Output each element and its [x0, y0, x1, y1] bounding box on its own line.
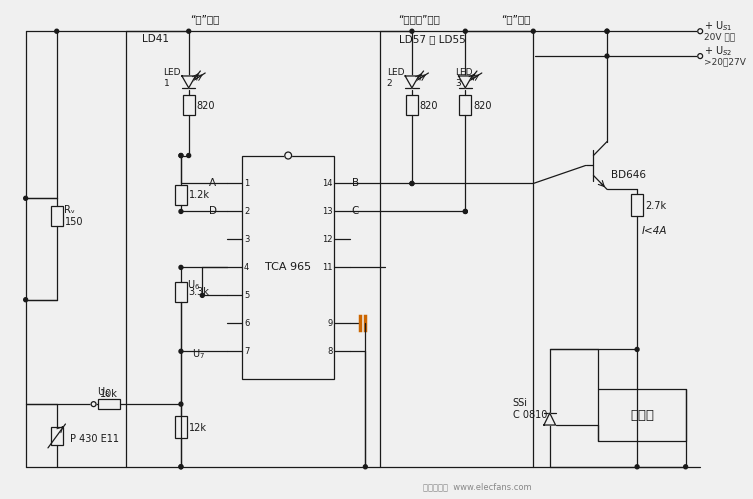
- Text: LED
2: LED 2: [387, 68, 404, 88]
- Text: C: C: [352, 207, 359, 217]
- Text: 12k: 12k: [189, 423, 207, 433]
- Text: 2.7k: 2.7k: [645, 201, 666, 211]
- Bar: [406, 95, 418, 115]
- Text: 10k: 10k: [100, 389, 118, 399]
- Circle shape: [605, 29, 609, 33]
- Text: 11: 11: [322, 263, 332, 272]
- Text: LED
3: LED 3: [456, 68, 473, 88]
- Text: 电子发发示  www.elecfans.com: 电子发发示 www.elecfans.com: [422, 482, 532, 491]
- Circle shape: [179, 349, 183, 353]
- Text: + U$_{S2}$: + U$_{S2}$: [704, 44, 733, 58]
- Text: D: D: [209, 207, 217, 217]
- Text: P 430 E11: P 430 E11: [70, 434, 119, 444]
- Text: U$_6$: U$_6$: [187, 278, 200, 292]
- Circle shape: [179, 265, 183, 269]
- Circle shape: [698, 29, 703, 34]
- Polygon shape: [182, 76, 196, 88]
- Polygon shape: [405, 76, 419, 88]
- Circle shape: [636, 347, 639, 351]
- Bar: [175, 185, 187, 205]
- Circle shape: [364, 465, 367, 469]
- Text: 820: 820: [197, 101, 215, 111]
- Text: 13: 13: [322, 207, 332, 216]
- Text: Rᵥ
150: Rᵥ 150: [65, 206, 83, 227]
- Bar: [175, 282, 187, 302]
- Text: 14: 14: [322, 179, 332, 188]
- Circle shape: [179, 154, 183, 158]
- Bar: [599, 389, 686, 441]
- Text: 820: 820: [473, 101, 492, 111]
- Text: 6: 6: [244, 319, 249, 328]
- Text: 7: 7: [244, 347, 249, 356]
- Text: “满”显示: “满”显示: [191, 14, 220, 24]
- Text: SSi
C 0810: SSi C 0810: [513, 398, 547, 420]
- Text: BD646: BD646: [611, 171, 646, 181]
- Text: 5: 5: [244, 291, 249, 300]
- Circle shape: [285, 152, 291, 159]
- Text: 12: 12: [322, 235, 332, 244]
- Text: >20～27V: >20～27V: [704, 57, 746, 66]
- Circle shape: [91, 402, 96, 407]
- Text: 9: 9: [327, 319, 332, 328]
- Bar: [242, 156, 334, 379]
- Circle shape: [187, 29, 191, 33]
- Circle shape: [179, 154, 183, 158]
- Text: U$_8$: U$_8$: [96, 385, 110, 399]
- Text: U$_7$: U$_7$: [192, 347, 206, 361]
- Circle shape: [179, 210, 183, 214]
- Text: 20V 常数: 20V 常数: [704, 33, 735, 42]
- Circle shape: [410, 182, 414, 186]
- Text: I<4A: I<4A: [642, 226, 667, 236]
- Bar: [99, 399, 120, 409]
- Polygon shape: [544, 413, 556, 425]
- Circle shape: [605, 54, 609, 58]
- Circle shape: [200, 293, 204, 297]
- Circle shape: [636, 465, 639, 469]
- Text: 3.3k: 3.3k: [189, 287, 209, 297]
- Circle shape: [179, 402, 183, 406]
- Text: A: A: [209, 179, 216, 189]
- Text: B: B: [352, 179, 359, 189]
- Text: TCA 965: TCA 965: [265, 262, 311, 272]
- Circle shape: [532, 29, 535, 33]
- Text: 3: 3: [244, 235, 249, 244]
- Text: + U$_{S1}$: + U$_{S1}$: [704, 19, 733, 33]
- Circle shape: [605, 29, 609, 33]
- Circle shape: [23, 298, 28, 302]
- Bar: [51, 427, 62, 445]
- Text: 8: 8: [327, 347, 332, 356]
- Text: 电磁阀: 电磁阀: [630, 409, 654, 422]
- Bar: [51, 206, 62, 226]
- Circle shape: [684, 465, 687, 469]
- Text: 2: 2: [244, 207, 249, 216]
- Text: 4: 4: [244, 263, 249, 272]
- Circle shape: [463, 29, 468, 33]
- Circle shape: [187, 154, 191, 158]
- Circle shape: [23, 196, 28, 200]
- Text: LD41: LD41: [142, 34, 169, 44]
- Text: LD57 或 LD55: LD57 或 LD55: [399, 34, 466, 44]
- Bar: [631, 194, 643, 216]
- Polygon shape: [459, 76, 472, 88]
- Circle shape: [179, 465, 183, 469]
- Text: LED
1: LED 1: [163, 68, 181, 88]
- Bar: [459, 95, 471, 115]
- Circle shape: [410, 29, 414, 33]
- Bar: [175, 416, 187, 438]
- Text: “已切断”显示: “已切断”显示: [398, 14, 440, 24]
- Text: 1: 1: [244, 179, 249, 188]
- Circle shape: [179, 465, 183, 469]
- Circle shape: [55, 29, 59, 33]
- Circle shape: [698, 53, 703, 58]
- Circle shape: [463, 210, 468, 214]
- Text: 1.2k: 1.2k: [189, 190, 209, 200]
- Circle shape: [463, 210, 468, 214]
- Bar: [183, 95, 194, 115]
- Text: “空”显示: “空”显示: [501, 14, 530, 24]
- Text: 820: 820: [419, 101, 438, 111]
- Circle shape: [410, 182, 414, 186]
